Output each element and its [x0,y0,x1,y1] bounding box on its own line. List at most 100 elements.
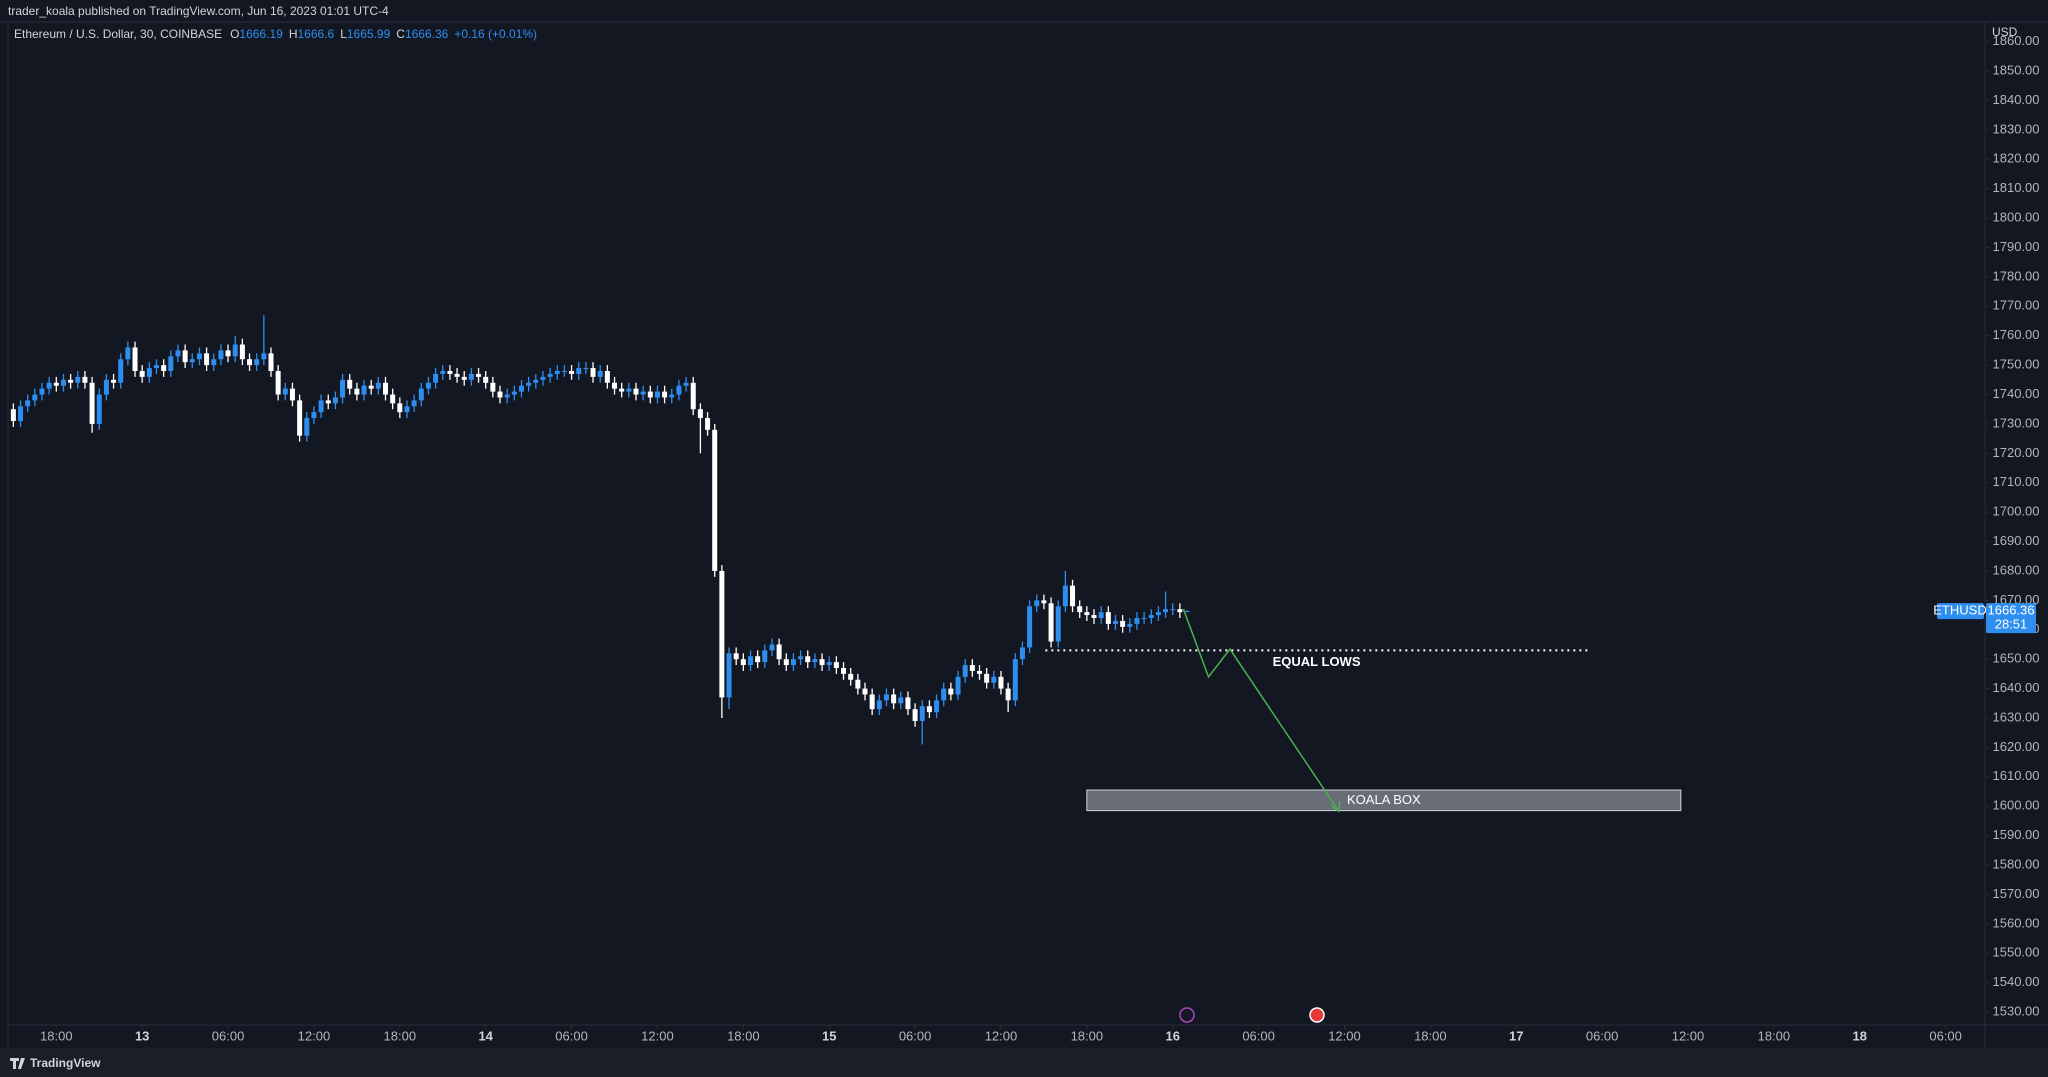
footer-brand: TradingView [30,1056,101,1070]
candle-body [96,394,102,424]
candle-body [440,370,446,374]
x-tick-label: 14 [478,1028,493,1043]
candle-body [318,400,324,413]
x-tick-label: 18:00 [1758,1028,1791,1043]
candle-body [1012,659,1018,701]
candle-body [368,385,374,389]
candle-body [60,379,66,386]
candle-body [726,653,732,698]
candle-body [340,379,346,398]
candle-body [261,353,267,360]
candle-body [991,676,997,683]
candle-body [576,368,582,374]
candle-body [826,662,832,666]
candle-body [1034,600,1040,607]
candle-body [1155,612,1161,616]
candle-body [912,709,918,721]
symbol-title: Ethereum / U.S. Dollar, 30, COINBASE [14,27,222,41]
symbol-tag [1937,603,1984,620]
candle-body [941,688,947,701]
candle-body [647,391,653,398]
candle-body [604,370,610,383]
candle-body [268,353,274,371]
ohlc-value: 1666.36 [405,27,449,41]
y-tick-label: 1750.00 [1993,357,2040,372]
candle-body [175,350,181,357]
candle-body [1091,615,1097,619]
candle-body [848,673,854,680]
candle-body [225,350,231,357]
candle-body [769,644,775,651]
candle-body [275,370,281,395]
candle-body [733,653,739,660]
y-tick-label: 1540.00 [1993,974,2040,989]
candle-body [841,668,847,674]
candle-body [855,679,861,689]
candle-body [984,673,990,683]
brand-logo [10,1058,25,1069]
ohlc-value: 1666.6 [297,27,334,41]
candle-body [518,385,524,392]
x-tick-label: 13 [135,1028,149,1043]
price-tag [1986,603,2036,634]
candle-body [762,650,768,663]
candle-body [1041,600,1047,604]
candle-body [1170,609,1176,611]
candle-body [425,382,431,389]
x-tick-label: 12:00 [1328,1028,1361,1043]
candle-body [1134,618,1140,624]
candle-body [876,700,882,710]
candle-body [132,347,138,371]
event-icon[interactable] [1309,1007,1325,1023]
candle-body [1019,647,1025,660]
candle-body [776,644,782,660]
candle-body [798,656,804,660]
candle-body [955,676,961,695]
candle-body [533,379,539,383]
candle-body [189,359,195,363]
candle-body [862,688,868,695]
x-tick-label: 18:00 [384,1028,417,1043]
candle-body [919,706,925,721]
candle-body [819,659,825,666]
x-tick-label: 06:00 [1586,1028,1619,1043]
candle-body [833,662,839,669]
candle-body [325,400,331,404]
candle-body [998,676,1004,689]
y-tick-label: 1630.00 [1993,709,2040,724]
candle-body [418,388,424,401]
candle-body [719,570,725,698]
candle-body [583,368,589,370]
y-tick-label: 1780.00 [1993,268,2040,283]
candle-body [139,370,145,377]
candle-body [103,379,109,395]
candle-body [640,391,646,395]
koala-box [1086,789,1682,812]
projection-path [1182,608,1340,812]
candle-body [497,391,503,398]
candle-body [211,359,217,366]
candle-body [82,376,88,383]
candle-body [898,697,904,704]
price-tag-value: 1666.36 [1988,603,2035,618]
y-tick-label: 1640.00 [1993,680,2040,695]
candle-body [1098,612,1104,619]
candle-body [1163,609,1169,613]
candle-body [375,382,381,389]
candle-body [755,656,761,663]
event-icon[interactable] [1179,1007,1195,1023]
y-tick-label: 1730.00 [1993,415,2040,430]
candle-body [1120,620,1126,627]
candle-body [697,409,703,419]
candle-body [669,394,675,398]
candle-body [526,382,532,386]
candle-body [10,409,16,421]
candle-body [790,659,796,666]
candle-body [540,376,546,380]
y-tick-label: 1650.00 [1993,651,2040,666]
ohlc-label: H [289,27,298,41]
candle-body [1184,611,1190,613]
candle-body [554,370,560,374]
candle-body [891,694,897,704]
y-tick-label: 1740.00 [1993,386,2040,401]
